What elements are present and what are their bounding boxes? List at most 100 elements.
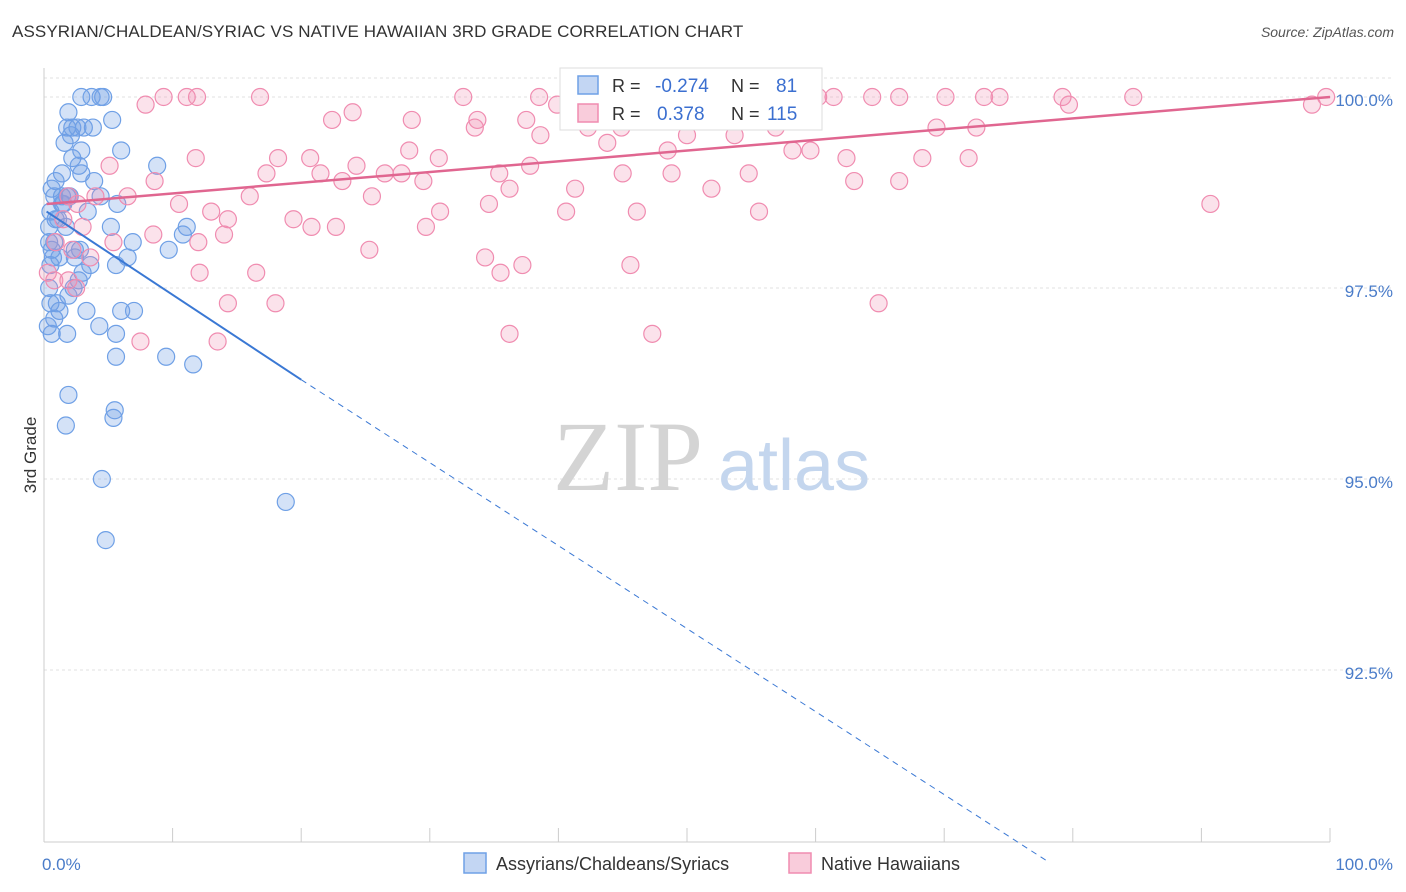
assyrians-point-59 — [157, 347, 176, 366]
assyrians-point-69 — [38, 317, 57, 336]
assyrians-point-55 — [90, 317, 109, 336]
assyrians-point-27 — [108, 194, 127, 214]
assyrians-point-54 — [45, 309, 64, 328]
native-hawaiians-point-104 — [643, 324, 662, 343]
native-hawaiians-point-108 — [465, 118, 484, 137]
series-legend-swatch-assyrians — [463, 852, 487, 874]
x-tick-label-min: 0.0% — [42, 855, 81, 874]
native-hawaiians-point-68 — [202, 202, 221, 221]
native-hawaiians-point-19 — [136, 95, 155, 114]
native-hawaiians-point-93 — [190, 263, 209, 282]
y-tick-label-3: 92.5% — [1345, 664, 1393, 683]
native-hawaiians-point-24 — [343, 103, 362, 122]
legend-swatch-assyrians — [577, 75, 599, 95]
native-hawaiians-point-98 — [218, 294, 237, 313]
chart-title: ASSYRIAN/CHALDEAN/SYRIAC VS NATIVE HAWAI… — [12, 22, 744, 41]
watermark-atlas: atlas — [718, 426, 870, 506]
native-hawaiians-point-4 — [454, 87, 473, 107]
source-label: Source: ZipAtlas.com — [1260, 24, 1394, 40]
native-hawaiians-point-85 — [63, 240, 82, 259]
native-hawaiians-point-13 — [936, 87, 955, 107]
native-hawaiians-point-82 — [144, 225, 163, 244]
assyrians-point-80 — [43, 248, 63, 267]
native-hawaiians-point-32 — [531, 126, 550, 145]
assyrians-point-78 — [47, 294, 66, 313]
native-hawaiians-point-71 — [557, 202, 576, 221]
assyrians-point-3 — [94, 87, 113, 107]
assyrians-point-36 — [123, 233, 142, 252]
native-hawaiians-point-94 — [247, 263, 266, 282]
native-hawaiians-point-46 — [521, 156, 540, 175]
assyrians-point-39 — [159, 240, 178, 259]
legend-r-value-0: -0.274 — [655, 76, 709, 97]
native-hawaiians-point-35 — [783, 141, 802, 160]
series-native-hawaiians-points — [38, 87, 1336, 351]
native-hawaiians-point-40 — [301, 149, 320, 168]
native-hawaiians-point-47 — [613, 164, 632, 183]
legend-n-value-1: 115 — [767, 104, 797, 125]
gridlines — [44, 77, 1393, 671]
native-hawaiians-point-84 — [46, 233, 65, 252]
assyrians-point-44 — [81, 255, 100, 275]
y-tick-label-0: 100.0% — [1335, 91, 1393, 110]
legend-swatch-native-hawaiians — [577, 103, 599, 123]
assyrians-point-14 — [63, 149, 82, 168]
trend-lines — [46, 95, 1331, 862]
assyrians-point-50 — [77, 301, 96, 321]
native-hawaiians-point-106 — [45, 271, 64, 290]
native-hawaiians-point-14 — [974, 87, 994, 107]
assyrians-point-62 — [59, 385, 78, 405]
trend-line-native-hawaiians — [46, 95, 1331, 206]
legend-n-value-0: 81 — [776, 76, 797, 97]
stats-legend: R = -0.274 N = 81 R = 0.378 N = 115 — [559, 67, 823, 131]
native-hawaiians-point-75 — [218, 210, 237, 229]
assyrians-point-65 — [56, 416, 75, 435]
assyrians-point-16 — [148, 156, 167, 175]
native-hawaiians-point-74 — [1201, 194, 1220, 214]
assyrians-point-9 — [103, 110, 122, 130]
native-hawaiians-point-2 — [187, 87, 207, 107]
native-hawaiians-point-26 — [517, 110, 536, 130]
native-hawaiians-point-12 — [890, 87, 909, 107]
native-hawaiians-point-113 — [913, 149, 932, 168]
native-hawaiians-point-67 — [169, 194, 189, 214]
native-hawaiians-point-99 — [266, 294, 285, 313]
assyrians-point-0 — [72, 87, 91, 107]
trend-line-assyrians-extension — [300, 379, 1048, 862]
assyrians-point-51 — [112, 301, 131, 321]
assyrians-point-32 — [101, 217, 120, 236]
native-hawaiians-point-97 — [67, 278, 86, 298]
assyrians-point-73 — [68, 118, 87, 137]
native-hawaiians-point-92 — [621, 255, 640, 275]
native-hawaiians-point-23 — [322, 110, 342, 130]
native-hawaiians-point-52 — [845, 171, 864, 191]
assyrians-point-4 — [59, 103, 78, 122]
native-hawaiians-point-95 — [491, 263, 510, 282]
native-hawaiians-point-53 — [890, 171, 909, 191]
x-ticks — [43, 828, 1331, 842]
assyrians-point-22 — [52, 187, 72, 206]
stats-legend-box — [559, 67, 823, 131]
assyrians-point-20 — [85, 171, 104, 191]
assyrians-point-10 — [55, 133, 74, 152]
assyrians-point-77 — [40, 217, 59, 236]
series-assyrians-points — [38, 87, 295, 550]
native-hawaiians-point-63 — [240, 187, 259, 206]
assyrians-point-58 — [106, 324, 126, 343]
y-tick-labels: 100.0% 97.5% 95.0% 92.5% — [1335, 91, 1393, 683]
native-hawaiians-point-38 — [959, 149, 978, 168]
legend-r-label-0: R = — [612, 76, 646, 96]
native-hawaiians-point-109 — [662, 164, 681, 183]
assyrians-point-67 — [276, 492, 295, 512]
assyrians-point-34 — [173, 225, 192, 244]
native-hawaiians-point-81 — [73, 217, 92, 236]
native-hawaiians-point-110 — [268, 149, 288, 168]
native-hawaiians-point-100 — [869, 294, 888, 313]
assyrians-point-45 — [106, 255, 126, 275]
native-hawaiians-point-101 — [131, 332, 150, 351]
native-hawaiians-point-72 — [627, 202, 646, 221]
native-hawaiians-point-33 — [598, 133, 617, 152]
native-hawaiians-point-86 — [104, 233, 123, 252]
native-hawaiians-point-73 — [749, 202, 769, 221]
native-hawaiians-point-102 — [208, 332, 227, 351]
